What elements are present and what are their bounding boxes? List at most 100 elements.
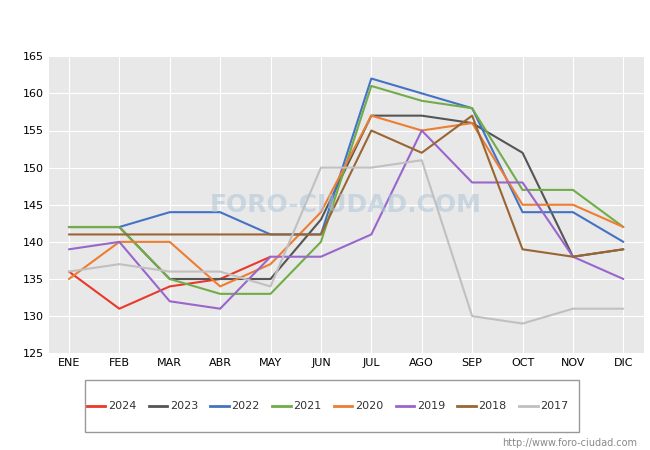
- Text: FORO-CIUDAD.COM: FORO-CIUDAD.COM: [210, 193, 482, 217]
- Text: 2020: 2020: [355, 401, 384, 411]
- 2017: [619, 306, 627, 311]
- 2023: [216, 276, 224, 282]
- 2019: [65, 247, 73, 252]
- 2022: [569, 209, 577, 215]
- 2022: [266, 232, 274, 237]
- 2024: [266, 254, 274, 259]
- 2020: [216, 284, 224, 289]
- 2023: [418, 113, 426, 118]
- 2020: [418, 128, 426, 133]
- 2024: [65, 269, 73, 274]
- 2020: [317, 209, 325, 215]
- 2020: [266, 261, 274, 267]
- Text: 2022: 2022: [231, 401, 260, 411]
- 2020: [166, 239, 174, 245]
- 2017: [266, 284, 274, 289]
- 2022: [216, 209, 224, 215]
- 2022: [619, 239, 627, 245]
- 2024: [216, 276, 224, 282]
- Text: http://www.foro-ciudad.com: http://www.foro-ciudad.com: [502, 438, 637, 448]
- Line: 2020: 2020: [69, 116, 623, 286]
- 2021: [619, 224, 627, 230]
- 2017: [569, 306, 577, 311]
- 2017: [418, 158, 426, 163]
- 2021: [216, 291, 224, 297]
- 2022: [519, 209, 526, 215]
- 2024: [116, 306, 124, 311]
- Text: 2021: 2021: [293, 401, 322, 411]
- 2019: [519, 180, 526, 185]
- 2018: [569, 254, 577, 259]
- Line: 2019: 2019: [69, 130, 623, 309]
- 2020: [116, 239, 124, 245]
- Text: 2024: 2024: [108, 401, 136, 411]
- 2019: [619, 276, 627, 282]
- 2018: [468, 113, 476, 118]
- 2023: [166, 276, 174, 282]
- 2018: [116, 232, 124, 237]
- 2022: [418, 91, 426, 96]
- 2023: [367, 113, 375, 118]
- 2017: [367, 165, 375, 171]
- 2018: [418, 150, 426, 155]
- 2017: [468, 313, 476, 319]
- 2019: [166, 298, 174, 304]
- 2020: [468, 120, 476, 126]
- Line: 2017: 2017: [69, 160, 623, 324]
- 2018: [216, 232, 224, 237]
- 2018: [166, 232, 174, 237]
- 2017: [166, 269, 174, 274]
- 2023: [519, 150, 526, 155]
- 2021: [166, 276, 174, 282]
- Line: 2021: 2021: [69, 86, 623, 294]
- 2020: [569, 202, 577, 207]
- 2017: [317, 165, 325, 171]
- 2023: [619, 247, 627, 252]
- 2023: [468, 120, 476, 126]
- 2017: [116, 261, 124, 267]
- 2019: [468, 180, 476, 185]
- 2022: [166, 209, 174, 215]
- 2020: [367, 113, 375, 118]
- 2020: [619, 224, 627, 230]
- 2018: [519, 247, 526, 252]
- 2021: [367, 83, 375, 89]
- 2018: [619, 247, 627, 252]
- 2018: [317, 232, 325, 237]
- Text: 2018: 2018: [478, 401, 507, 411]
- 2021: [317, 239, 325, 245]
- 2020: [65, 276, 73, 282]
- Line: 2018: 2018: [69, 116, 623, 256]
- 2023: [569, 254, 577, 259]
- 2021: [116, 224, 124, 230]
- 2019: [418, 128, 426, 133]
- 2019: [266, 254, 274, 259]
- Text: Afiliados en Montederramo a 31/5/2024: Afiliados en Montederramo a 31/5/2024: [146, 17, 504, 35]
- 2022: [468, 105, 476, 111]
- 2019: [216, 306, 224, 311]
- Line: 2023: 2023: [69, 116, 623, 279]
- 2024: [166, 284, 174, 289]
- 2018: [65, 232, 73, 237]
- Text: 2023: 2023: [170, 401, 198, 411]
- 2022: [116, 224, 124, 230]
- 2022: [367, 76, 375, 81]
- 2019: [367, 232, 375, 237]
- 2021: [519, 187, 526, 193]
- FancyBboxPatch shape: [84, 380, 578, 432]
- 2018: [266, 232, 274, 237]
- 2022: [65, 224, 73, 230]
- 2021: [418, 98, 426, 104]
- Line: 2022: 2022: [69, 78, 623, 242]
- 2019: [317, 254, 325, 259]
- 2019: [116, 239, 124, 245]
- 2021: [569, 187, 577, 193]
- Line: 2024: 2024: [69, 256, 270, 309]
- 2017: [216, 269, 224, 274]
- 2023: [65, 224, 73, 230]
- 2020: [519, 202, 526, 207]
- 2018: [367, 128, 375, 133]
- 2021: [65, 224, 73, 230]
- Text: 2019: 2019: [417, 401, 445, 411]
- 2021: [266, 291, 274, 297]
